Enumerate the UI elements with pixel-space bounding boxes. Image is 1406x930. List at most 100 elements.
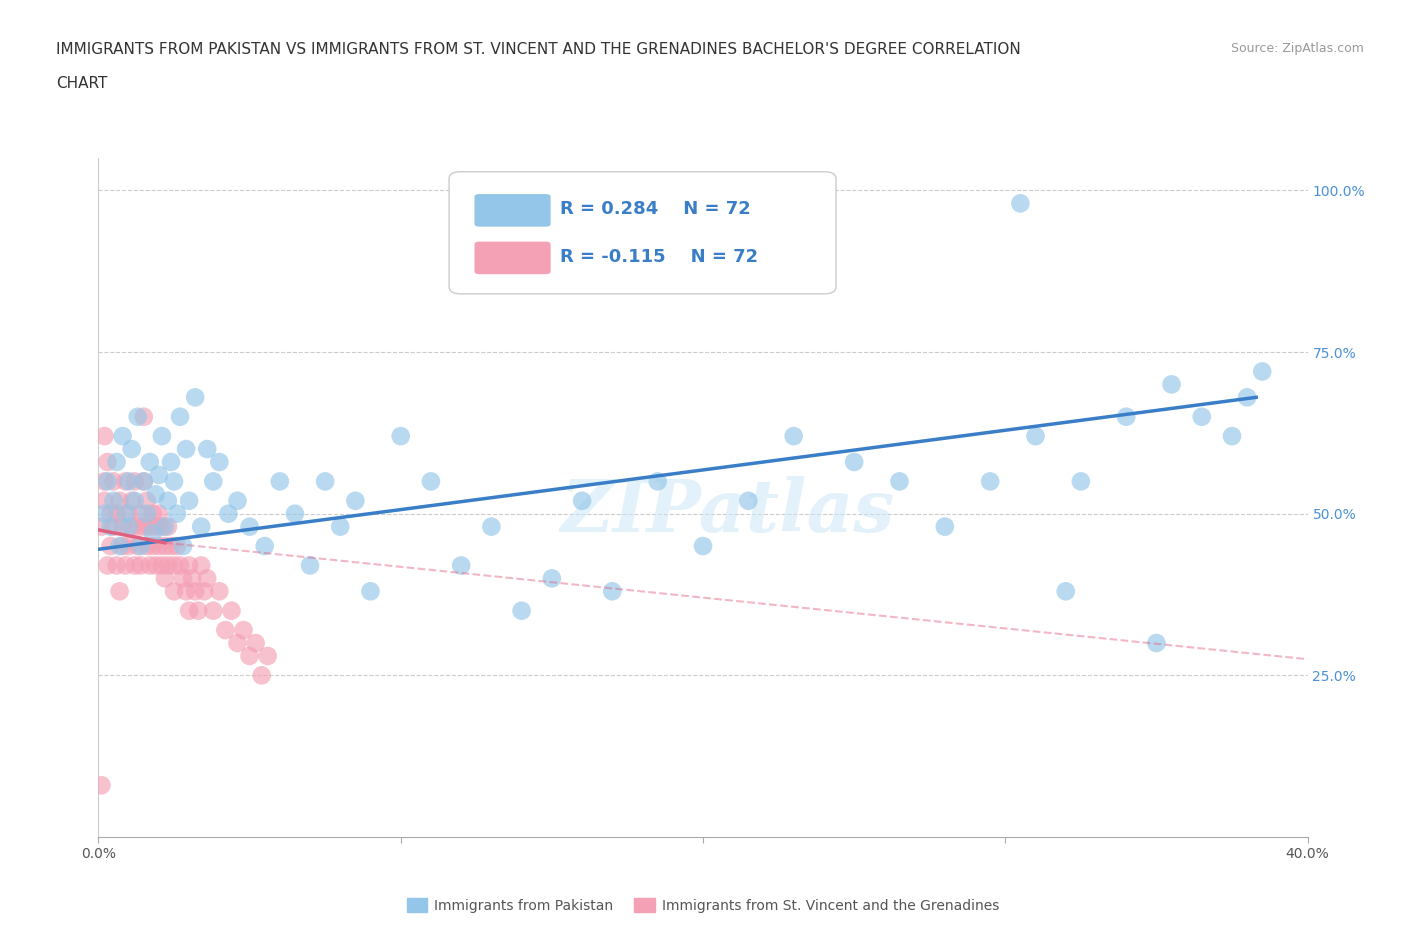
Point: [153, 571, 176, 586]
Point: [121, 493, 143, 508]
Text: R = 0.284    N = 72: R = 0.284 N = 72: [561, 200, 751, 218]
Point: [96, 455, 118, 470]
Point: [214, 623, 236, 638]
Point: [135, 493, 157, 508]
Point: [100, 506, 122, 521]
Point: [1144, 635, 1167, 650]
Point: [934, 519, 956, 534]
Point: [127, 538, 149, 553]
Point: [1251, 364, 1274, 379]
Point: [124, 558, 146, 573]
Point: [132, 519, 155, 534]
Point: [129, 506, 152, 521]
Point: [100, 519, 122, 534]
Point: [121, 519, 143, 534]
Point: [187, 604, 209, 618]
Point: [979, 474, 1001, 489]
Point: [103, 493, 125, 508]
Point: [129, 558, 152, 573]
Point: [93, 506, 115, 521]
Point: [118, 519, 141, 534]
Point: [160, 538, 183, 553]
Point: [93, 429, 115, 444]
Point: [226, 635, 249, 650]
Point: [221, 604, 243, 618]
Point: [540, 571, 562, 586]
Point: [121, 442, 143, 457]
Point: [111, 429, 134, 444]
Point: [163, 584, 186, 599]
Point: [174, 442, 197, 457]
Point: [114, 506, 136, 521]
Point: [174, 584, 197, 599]
Point: [118, 538, 141, 553]
Point: [93, 474, 115, 489]
Point: [344, 493, 367, 508]
Point: [195, 442, 218, 457]
Point: [127, 409, 149, 424]
Text: R = -0.115    N = 72: R = -0.115 N = 72: [561, 247, 758, 266]
Point: [190, 558, 212, 573]
Point: [105, 558, 128, 573]
Point: [329, 519, 352, 534]
Point: [124, 474, 146, 489]
Point: [1024, 429, 1046, 444]
Point: [169, 558, 191, 573]
Text: IMMIGRANTS FROM PAKISTAN VS IMMIGRANTS FROM ST. VINCENT AND THE GRENADINES BACHE: IMMIGRANTS FROM PAKISTAN VS IMMIGRANTS F…: [56, 42, 1021, 57]
Point: [90, 519, 112, 534]
Point: [103, 519, 125, 534]
Point: [166, 538, 188, 553]
Point: [481, 519, 503, 534]
Point: [163, 474, 186, 489]
Point: [184, 584, 207, 599]
Legend: Immigrants from Pakistan, Immigrants from St. Vincent and the Grenadines: Immigrants from Pakistan, Immigrants fro…: [401, 893, 1005, 918]
Point: [889, 474, 911, 489]
Point: [93, 493, 115, 508]
Point: [145, 558, 167, 573]
Point: [145, 487, 167, 502]
Point: [127, 519, 149, 534]
Point: [150, 558, 173, 573]
Point: [602, 584, 624, 599]
Point: [1160, 377, 1182, 392]
Point: [179, 558, 201, 573]
Point: [163, 558, 186, 573]
Point: [239, 519, 262, 534]
Point: [647, 474, 669, 489]
Point: [105, 506, 128, 521]
FancyBboxPatch shape: [474, 194, 551, 227]
Point: [202, 604, 225, 618]
Point: [195, 571, 218, 586]
Point: [90, 777, 112, 792]
FancyBboxPatch shape: [449, 172, 837, 294]
Point: [1115, 409, 1137, 424]
Point: [179, 604, 201, 618]
Point: [142, 525, 165, 540]
Point: [844, 455, 866, 470]
Point: [245, 635, 267, 650]
Point: [208, 455, 231, 470]
Point: [105, 455, 128, 470]
Point: [420, 474, 443, 489]
Point: [250, 668, 273, 683]
Point: [103, 474, 125, 489]
Point: [118, 506, 141, 521]
Point: [284, 506, 307, 521]
Point: [150, 429, 173, 444]
Point: [208, 584, 231, 599]
Point: [166, 506, 188, 521]
Point: [299, 558, 322, 573]
Point: [156, 493, 179, 508]
Point: [118, 474, 141, 489]
Point: [269, 474, 291, 489]
Point: [114, 474, 136, 489]
Point: [129, 538, 152, 553]
Point: [169, 409, 191, 424]
Point: [389, 429, 412, 444]
Point: [156, 519, 179, 534]
Point: [124, 493, 146, 508]
Point: [108, 584, 131, 599]
Point: [202, 474, 225, 489]
Point: [114, 558, 136, 573]
Point: [100, 538, 122, 553]
